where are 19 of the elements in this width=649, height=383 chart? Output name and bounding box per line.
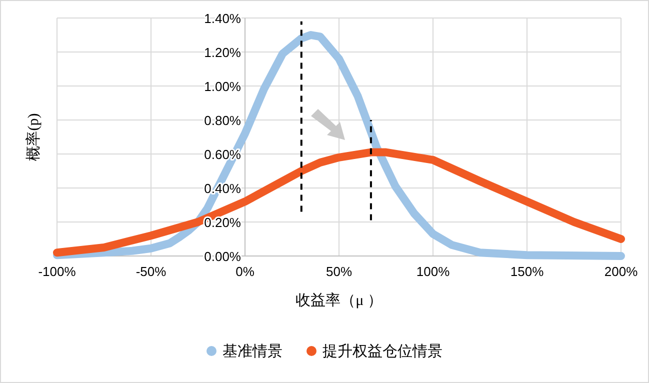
x-tick-label: -100% [38, 264, 76, 279]
y-tick-label: 1.00% [204, 79, 242, 94]
x-tick-label: 50% [326, 264, 352, 279]
x-axis-title: 收益率（μ ） [296, 292, 382, 309]
legend-label: 基准情景 [222, 343, 282, 360]
y-tick-label: 1.40% [204, 11, 242, 26]
x-tick-label: -50% [136, 264, 167, 279]
x-tick-label: 200% [604, 264, 638, 279]
x-tick-label: 100% [416, 264, 450, 279]
y-tick-label: 0.00% [204, 249, 242, 264]
legend-label: 提升权益仓位情景 [322, 343, 442, 360]
y-tick-label: 0.60% [204, 147, 242, 162]
y-axis-title: 概率(p) [25, 113, 42, 161]
y-tick-label: 0.40% [204, 181, 242, 196]
y-tick-label: 0.80% [204, 113, 242, 128]
y-tick-label: 1.20% [204, 45, 242, 60]
x-tick-label: 0% [236, 264, 255, 279]
x-tick-label: 150% [510, 264, 544, 279]
y-tick-label: 0.20% [204, 215, 242, 230]
